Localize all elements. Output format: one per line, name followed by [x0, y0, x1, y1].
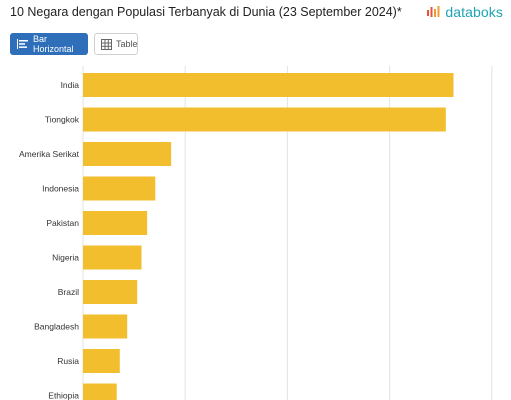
category-label: Pakistan	[46, 218, 79, 228]
brand-name: databoks	[445, 4, 503, 20]
bar-ethiopia[interactable]	[83, 383, 117, 400]
bar-nigeria[interactable]	[83, 245, 142, 270]
bar-pakistan[interactable]	[83, 211, 148, 235]
bar-bangladesh[interactable]	[83, 314, 128, 339]
bar-tiongkok[interactable]	[83, 107, 446, 132]
category-label: Amerika Serikat	[19, 149, 80, 159]
bar-amerika-serikat[interactable]	[83, 142, 172, 166]
table-icon	[101, 38, 112, 50]
bar-rusia[interactable]	[83, 349, 120, 373]
category-label: Nigeria	[52, 253, 79, 263]
bar-chart-icon	[17, 39, 29, 49]
bar-horizontal-label: Bar Horizontal	[33, 34, 74, 54]
bar-horizontal-button[interactable]: Bar Horizontal	[10, 33, 88, 55]
view-toolbar: Bar Horizontal Table	[10, 33, 138, 55]
category-label: Ethiopia	[48, 391, 79, 400]
category-label: India	[61, 80, 80, 90]
chart-title: 10 Negara dengan Populasi Terbanyak di D…	[10, 5, 402, 19]
category-label: Indonesia	[42, 184, 79, 194]
bar-indonesia[interactable]	[83, 176, 156, 201]
databoks-logo-icon	[427, 6, 440, 17]
brand-logo: databoks	[426, 4, 503, 20]
table-button[interactable]: Table	[94, 33, 138, 55]
bar-india[interactable]	[83, 73, 454, 97]
table-label: Table	[116, 39, 138, 49]
category-label: Bangladesh	[34, 322, 79, 332]
category-label: Brazil	[58, 287, 79, 297]
category-label: Rusia	[57, 356, 79, 366]
category-label: Tiongkok	[45, 115, 80, 125]
bar-brazil[interactable]	[83, 280, 138, 304]
